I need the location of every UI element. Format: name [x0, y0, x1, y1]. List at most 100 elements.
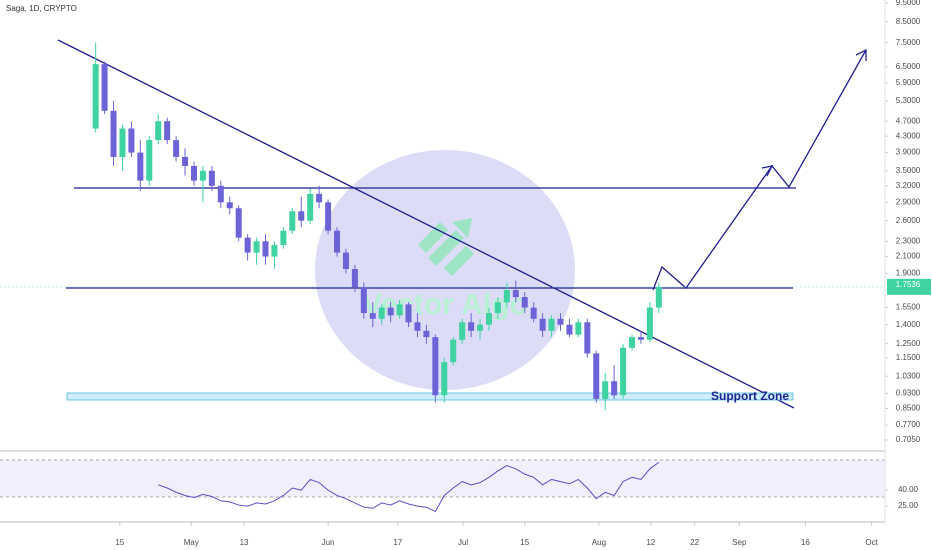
candle-body — [182, 156, 189, 167]
y-tick-label: 0.8500 — [896, 404, 921, 413]
candle-body — [280, 230, 287, 245]
candle-body — [503, 290, 510, 303]
x-tick-label: Jul — [458, 538, 468, 547]
candle-body — [92, 64, 99, 129]
candle-body — [521, 297, 528, 308]
last-price-tag — [887, 278, 931, 295]
candle-body — [119, 128, 126, 157]
candle-body — [512, 290, 519, 298]
candle-body — [128, 128, 135, 153]
candle-body — [262, 241, 269, 257]
last-price-label: 1.7536 — [896, 280, 921, 289]
y-tick-label: 8.5000 — [896, 17, 921, 26]
candle-body — [342, 252, 349, 270]
candle-body — [110, 110, 117, 157]
x-tick-label: 16 — [801, 538, 810, 547]
candle-body — [530, 307, 537, 319]
candle-body — [414, 322, 421, 331]
candle-body — [584, 322, 591, 354]
candle-body — [217, 185, 224, 203]
candle-body — [485, 313, 492, 325]
candle-body — [477, 324, 484, 331]
candle-body — [199, 170, 206, 181]
y-tick-label: 2.9000 — [896, 197, 921, 206]
candle-body — [575, 322, 582, 335]
y-tick-label: 3.5000 — [896, 166, 921, 175]
y-tick-label: 5.9000 — [896, 78, 921, 87]
y-tick-label: 2.1000 — [896, 252, 921, 261]
y-tick-label: 1.0300 — [896, 371, 921, 380]
y-tick-label: 5.3000 — [896, 96, 921, 105]
candle-body — [494, 302, 501, 314]
trend-line — [57, 39, 795, 409]
candle-body — [208, 170, 215, 186]
candle-body — [146, 140, 153, 181]
x-tick-label: 12 — [646, 538, 655, 547]
y-tick-label: 0.7700 — [896, 420, 921, 429]
candle-body — [593, 353, 600, 399]
candle-body — [298, 211, 305, 221]
y-tick-label: 3.9000 — [896, 148, 921, 157]
arrow-head — [761, 165, 774, 177]
candle-body — [289, 211, 296, 231]
y-tick-label: 9.5000 — [896, 0, 921, 7]
arrow-head — [855, 48, 867, 61]
y-tick-label: 25.00 — [898, 501, 919, 510]
y-tick-label: 1.1500 — [896, 353, 921, 362]
y-tick-label: 0.9300 — [896, 389, 921, 398]
candle-body — [655, 287, 662, 308]
symbol-title: Saga, 1D, CRYPTO — [6, 4, 77, 13]
x-tick-label: 17 — [393, 538, 402, 547]
candle-body — [629, 337, 636, 348]
candle-body — [468, 322, 475, 331]
x-tick-label: Aug — [592, 538, 606, 547]
x-tick-label: Jun — [322, 538, 335, 547]
watermark: Vector Algo — [315, 150, 575, 390]
x-tick-label: 15 — [520, 538, 529, 547]
y-tick-label: 4.7000 — [896, 116, 921, 125]
candle-body — [450, 339, 457, 363]
candle-body — [235, 208, 242, 238]
candle-body — [620, 347, 627, 396]
x-tick-label: May — [184, 538, 199, 547]
candle-body — [611, 381, 618, 396]
candle-body — [423, 330, 430, 338]
rsi-line — [158, 461, 660, 513]
candle-body — [173, 140, 180, 157]
candle-body — [334, 230, 341, 253]
candle-body — [459, 322, 466, 340]
projection-path — [652, 49, 867, 291]
annotation: Support Zone — [711, 389, 789, 403]
y-tick-label: 6.5000 — [896, 62, 921, 71]
candle-body — [369, 313, 376, 319]
y-tick-label: 1.9000 — [896, 268, 921, 277]
y-tick-label: 3.2000 — [896, 181, 921, 190]
candle-body — [325, 202, 332, 231]
candle-body — [548, 318, 555, 331]
candle-body — [101, 64, 108, 111]
support-zone — [66, 392, 794, 401]
y-tick-label: 1.4000 — [896, 320, 921, 329]
y-tick-label: 4.3000 — [896, 131, 921, 140]
candle-body — [271, 244, 278, 257]
candle-body — [432, 337, 439, 396]
watermark-text: Vector Algo — [362, 288, 528, 321]
candle-body — [316, 193, 323, 203]
x-tick-label: 13 — [240, 538, 249, 547]
drawings — [57, 39, 867, 409]
candle-body — [441, 362, 448, 396]
candle-body — [360, 287, 367, 314]
candle-body — [155, 121, 162, 141]
candle-body — [307, 193, 314, 221]
candle-body — [137, 152, 144, 181]
candle-body — [253, 241, 260, 253]
candle-body — [387, 307, 394, 316]
watermark-circle — [315, 150, 575, 390]
candle-body — [378, 307, 385, 319]
y-tick-label: 1.2500 — [896, 339, 921, 348]
candle-body — [164, 121, 171, 141]
x-tick-label: 22 — [690, 538, 699, 547]
candle-body — [566, 324, 573, 335]
candle-body — [351, 269, 358, 288]
